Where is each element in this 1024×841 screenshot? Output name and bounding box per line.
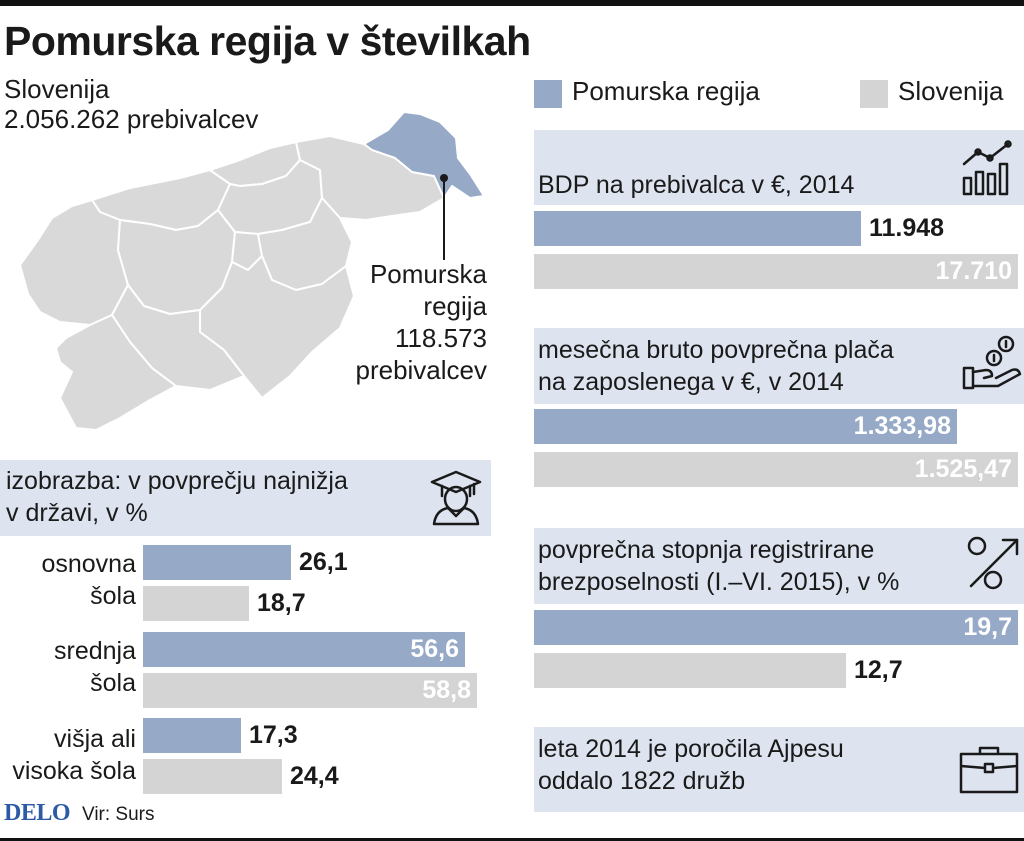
unemployment-pomurska-value-label: 19,7 [963, 613, 1012, 641]
gdp-panel [534, 130, 1024, 205]
education-2-pomurska-bar [143, 632, 465, 667]
education-category-1-line1: osnovna [41, 550, 136, 578]
map-region-label: Pomurska regija 118.573 prebivalcev [355, 258, 487, 386]
education-1-pomurska-bar [143, 545, 291, 580]
salary-title-line1: mesečna bruto povprečna plača [538, 336, 894, 364]
top-rule [0, 0, 1024, 6]
education-title-line1: izobrazba: v povprečju najnižja [6, 467, 348, 495]
education-title-line2: v državi, v % [6, 499, 148, 527]
note-line1: leta 2014 je poročila Ajpesu [538, 735, 844, 763]
note-text: leta 2014 je poročila Ajpesu oddalo 1822… [538, 733, 844, 797]
education-category-2-line1: srednja [54, 637, 136, 665]
education-3-slovenija-bar [143, 759, 282, 794]
education-3-pomurska-bar [143, 718, 241, 753]
education-category-2-line2: šola [90, 669, 136, 697]
unemployment-title-line1: povprečna stopnja registrirane [538, 536, 875, 564]
map-region-pomurska [363, 111, 485, 199]
education-1-slovenija-bar [143, 586, 249, 621]
country-population: 2.056.262 prebivalcev [4, 104, 259, 134]
slovenia-map [19, 111, 485, 431]
page-title: Pomurska regija v številkah [4, 18, 531, 64]
note-panel [534, 727, 1024, 812]
education-category-3-line2: visoka šola [12, 757, 136, 785]
salary-title-line2: na zaposlenega v €, v 2014 [538, 368, 844, 396]
country-info: Slovenija 2.056.262 prebivalcev [4, 74, 258, 134]
unemployment-pomurska-bar [534, 610, 1018, 645]
unemployment-slovenija-bar [534, 653, 846, 688]
percent-icon [967, 536, 1019, 590]
gdp-slovenija-bar [534, 254, 1018, 289]
salary-pomurska-value-label: 1.333,98 [853, 412, 951, 440]
gdp-pomurska-bar [534, 211, 861, 246]
education-3-pomurska-value-label: 17,3 [249, 721, 298, 749]
slovenia-regions [19, 111, 485, 431]
briefcase-icon [959, 746, 1019, 794]
salary-panel [534, 328, 1024, 404]
gdp-slovenija-value-label: 17.710 [935, 257, 1012, 285]
map-region-population-2: prebivalcev [355, 355, 487, 385]
bottom-rule [0, 838, 1024, 841]
education-2-slovenija-bar [143, 673, 477, 708]
gdp-panel-title: BDP na prebivalca v €, 2014 [538, 171, 855, 199]
education-category-1: osnovna šola [41, 548, 136, 612]
salary-pomurska-bar [534, 409, 957, 444]
education-3-slovenija-value-label: 24,4 [290, 762, 339, 790]
map-pointer-dot [440, 174, 448, 182]
education-category-3: višja ali visoka šola [12, 723, 136, 787]
education-category-2: srednja šola [54, 635, 136, 699]
education-panel-title: izobrazba: v povprečju najnižja v državi… [6, 465, 348, 529]
education-2-pomurska-value-label: 56,6 [410, 635, 459, 663]
salary-panel-title: mesečna bruto povprečna plača na zaposle… [538, 334, 894, 398]
legend-label-pomurska: Pomurska regija [572, 76, 760, 106]
salary-slovenija-bar [534, 452, 1018, 487]
map-region-population-1: 118.573 [394, 323, 487, 353]
education-category-3-line1: višja ali [54, 725, 136, 753]
education-1-pomurska-value-label: 26,1 [299, 548, 348, 576]
source-note: Vir: Surs [82, 804, 155, 825]
country-name: Slovenija [4, 74, 110, 104]
hand-coins-icon [962, 335, 1022, 390]
map-region-name-1: Pomurska [369, 259, 487, 289]
education-1-slovenija-value-label: 18,7 [257, 589, 306, 617]
education-panel [0, 460, 491, 536]
legend-label-slovenija: Slovenija [898, 76, 1004, 106]
chart-growth-icon [962, 140, 1012, 196]
gdp-pomurska-value-label: 11.948 [869, 214, 945, 242]
education-category-1-line2: šola [90, 582, 136, 610]
unemployment-panel [534, 528, 1024, 604]
legend-swatch-slovenija [860, 80, 888, 108]
map-region-obalna [55, 314, 177, 431]
note-line2: oddalo 1822 družb [538, 767, 746, 795]
brand-logo: DELO [4, 800, 71, 826]
unemployment-slovenija-value-label: 12,7 [854, 656, 903, 684]
unemployment-title-line2: brezposelnosti (I.–VI. 2015), v % [538, 568, 900, 596]
salary-slovenija-value-label: 1.525,47 [914, 455, 1012, 483]
legend-swatch-pomurska [534, 80, 562, 108]
education-2-slovenija-value-label: 58,8 [422, 676, 471, 704]
map-region-name-2: regija [423, 291, 487, 321]
graduate-icon [430, 470, 482, 526]
unemployment-panel-title: povprečna stopnja registrirane brezposel… [538, 534, 899, 598]
